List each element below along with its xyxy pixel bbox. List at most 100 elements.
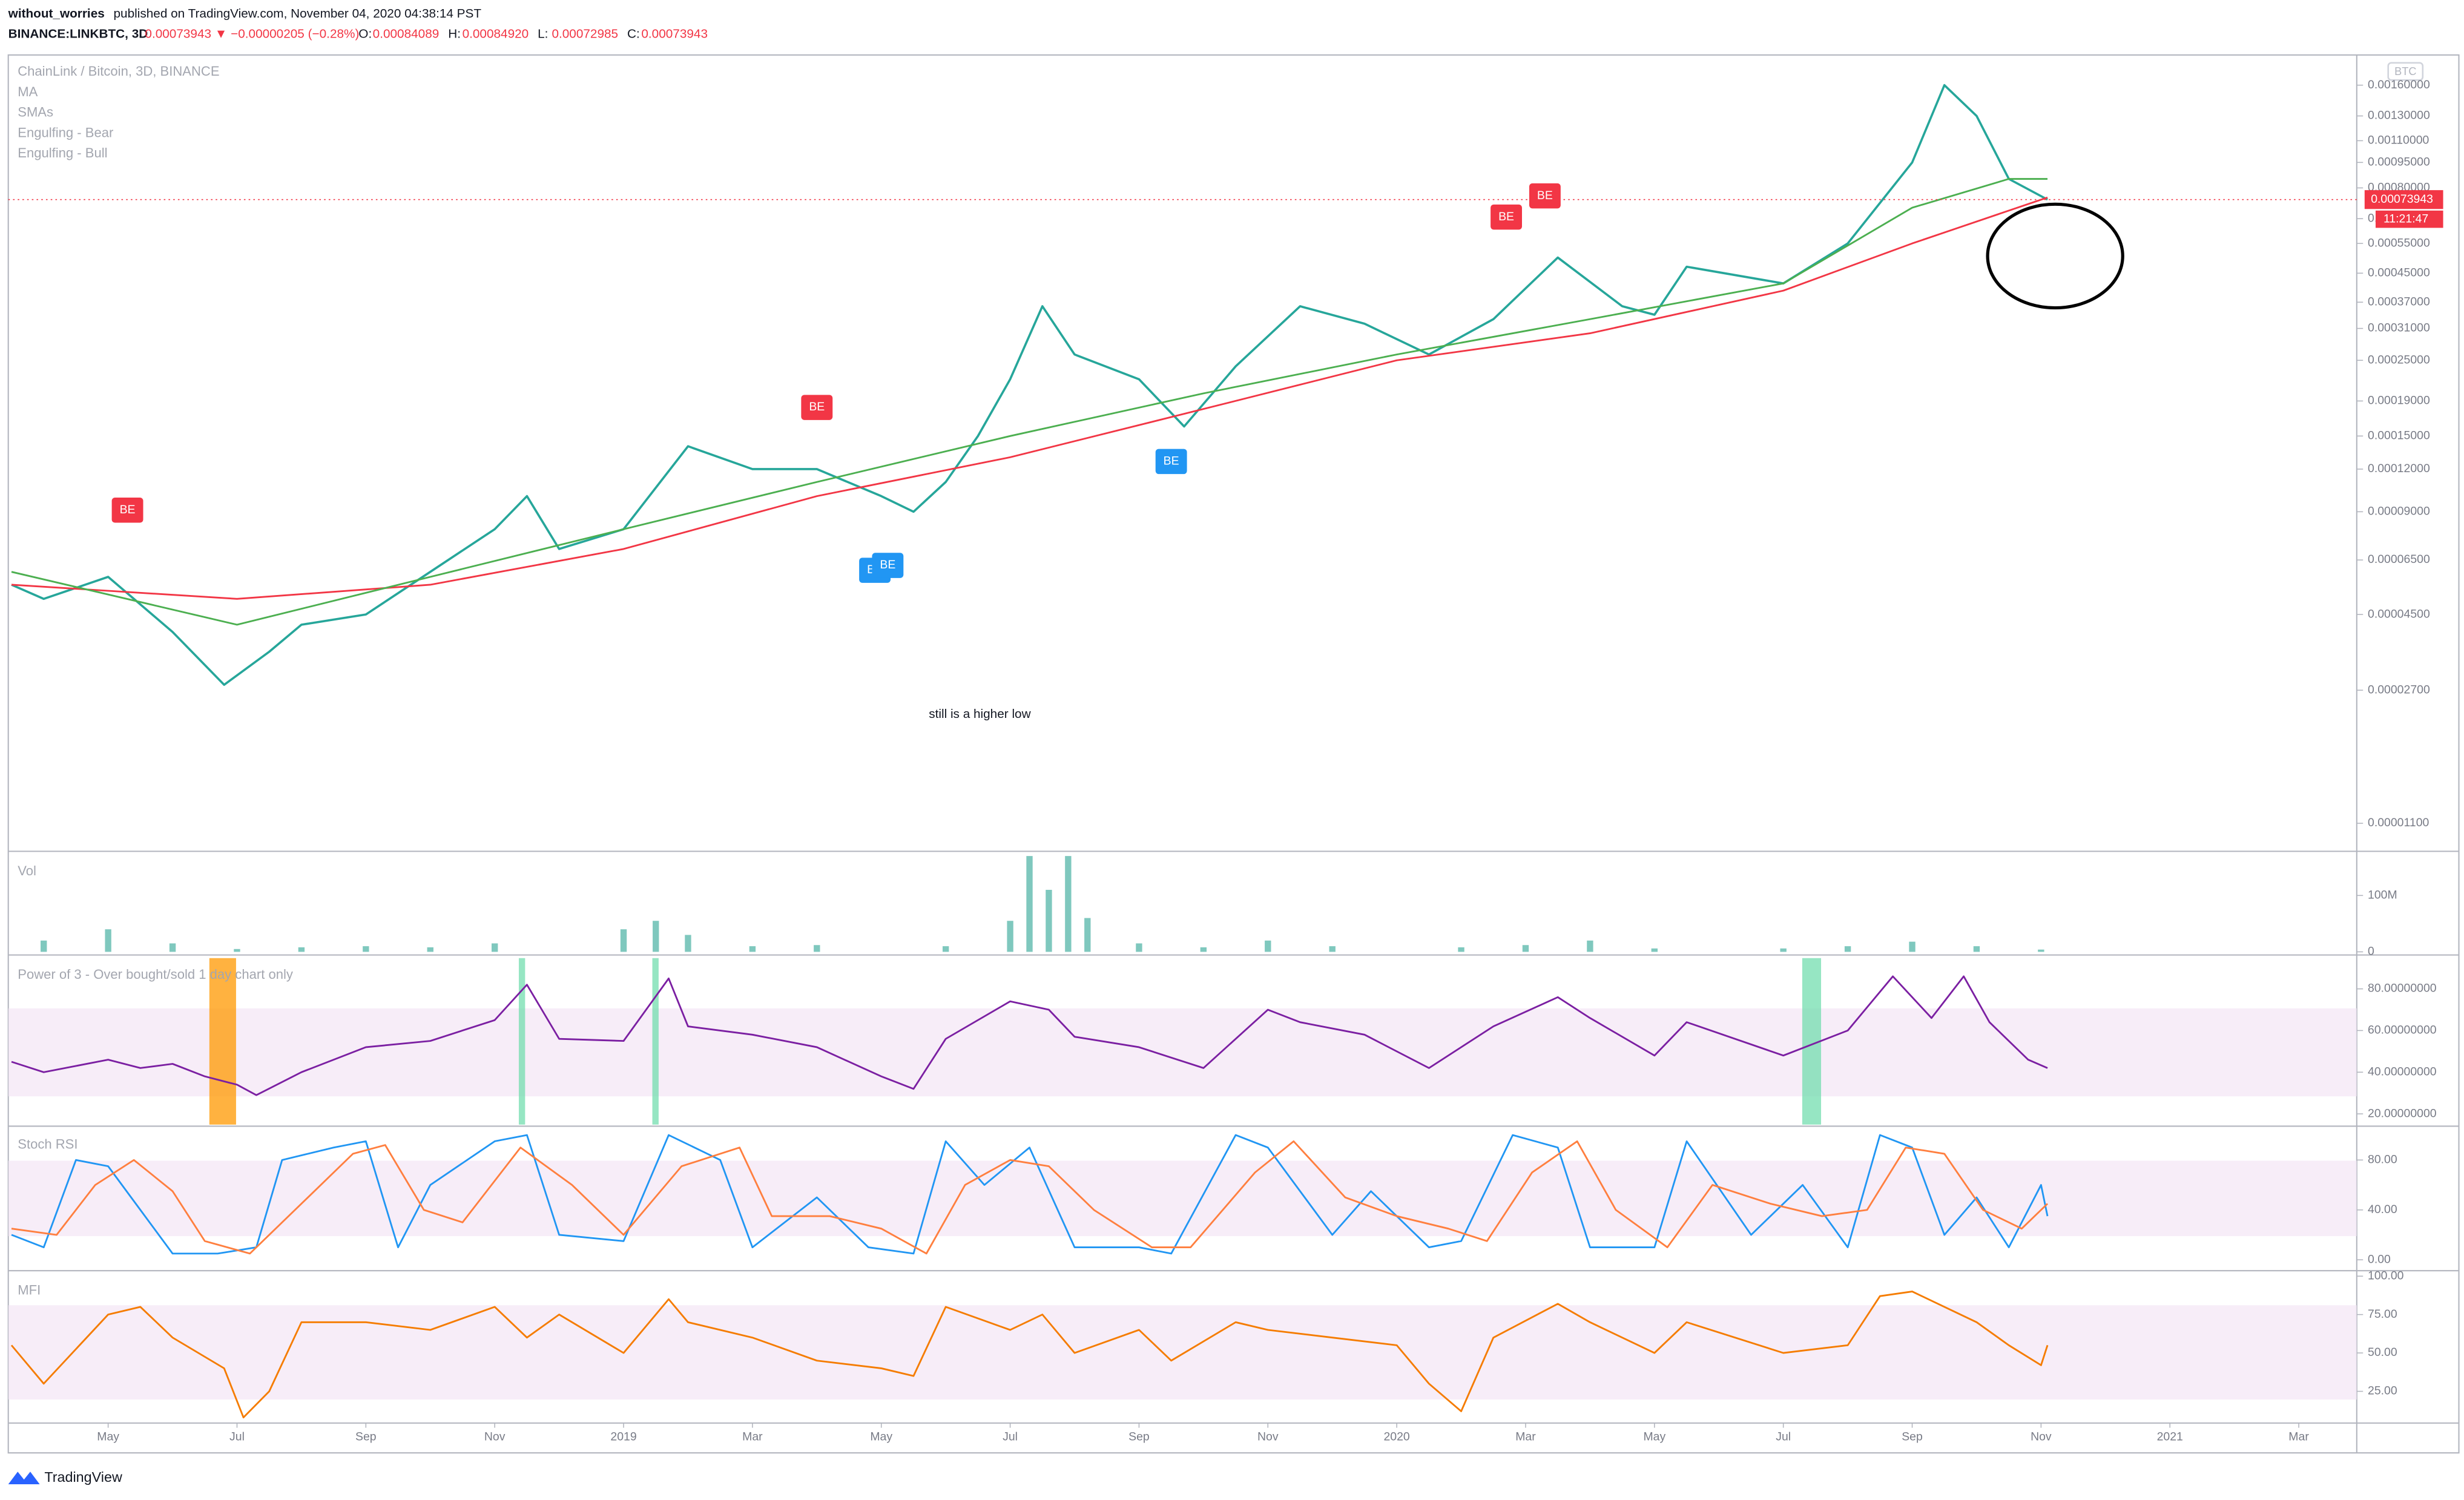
volume-bar	[2038, 949, 2044, 952]
y-tick-label: 0.00025000	[2368, 353, 2430, 366]
x-tick-label: Nov	[2031, 1430, 2052, 1443]
published: published on TradingView.com, November 0…	[114, 7, 482, 21]
ohlc-key: H:	[448, 27, 461, 41]
y-tick-label: 0.00	[2368, 1252, 2391, 1266]
band	[8, 1160, 2357, 1237]
unit-label: BTC	[2394, 65, 2416, 77]
y-tick-label: 0.00009000	[2368, 505, 2430, 518]
unit-box	[2387, 62, 2424, 81]
y-tick-label: 0.00095000	[2368, 155, 2430, 168]
x-tick-label: Jul	[229, 1430, 245, 1443]
volume-bar	[1587, 940, 1593, 952]
volume-bar	[491, 943, 498, 952]
x-tick-label: Mar	[742, 1430, 763, 1443]
y-tick-label: 100M	[2368, 888, 2397, 901]
countdown-box	[2375, 210, 2443, 228]
volume-bar	[427, 947, 433, 952]
x-tick-label: May	[1643, 1430, 1665, 1443]
volume-bar	[653, 921, 659, 952]
engulfing-marker	[1491, 204, 1522, 230]
volume-bar	[298, 947, 305, 952]
ohlc-value: 0.00084089	[373, 27, 440, 41]
volume-bar	[685, 935, 691, 952]
series-line	[11, 196, 2048, 600]
engulfing-marker	[801, 395, 833, 420]
y-tick-label: 80.00	[2368, 1153, 2397, 1166]
engulfing-label: BE	[809, 400, 825, 413]
symbol: BINANCE:LINKBTC, 3D	[8, 27, 148, 41]
volume-bar	[1651, 948, 1658, 952]
brand: TradingView	[44, 1469, 122, 1485]
x-tick-label: Nov	[1257, 1430, 1279, 1443]
volume-bar	[1973, 946, 1980, 952]
last-price-box	[2364, 190, 2443, 209]
pane-title: Power of 3 - Over bought/sold 1 day char…	[18, 967, 293, 982]
engulfing-label: BE	[1537, 189, 1553, 202]
y-tick-label: 0.00006500	[2368, 553, 2430, 566]
ohlc-value: 0.00073943	[641, 27, 708, 41]
overbought-highlight	[518, 958, 525, 1125]
last-price-label: 0.00073943	[2371, 192, 2433, 206]
y-tick-label: 80.00000000	[2368, 982, 2437, 995]
volume-bar	[749, 946, 756, 952]
x-tick-label: Jul	[1776, 1430, 1791, 1443]
x-tick-label: Sep	[1902, 1430, 1923, 1443]
y-tick-label: 40.00000000	[2368, 1065, 2437, 1078]
countdown: 11:21:47	[2383, 212, 2428, 225]
y-tick-label: 75.00	[2368, 1308, 2397, 1321]
frame	[7, 54, 2460, 1454]
volume-bar	[1458, 947, 1464, 952]
engulfing-label: BE	[1498, 210, 1514, 223]
drawn-circle	[1986, 202, 2124, 310]
series-line	[11, 975, 2048, 1096]
x-tick-label: 2020	[1383, 1430, 1409, 1443]
volume-bar	[41, 940, 47, 952]
oversold-highlight	[209, 958, 236, 1125]
x-tick-label: May	[870, 1430, 892, 1443]
y-tick-label: 0.00110000	[2368, 134, 2429, 147]
volume-bar	[1026, 856, 1033, 952]
y-tick-label: 25.00	[2368, 1384, 2397, 1398]
x-tick-label: Sep	[1128, 1430, 1150, 1443]
ohlc: O: 0.00084089 H: 0.00084920 L: 0.00072985 C: 0.…	[358, 27, 708, 41]
volume-bar	[1329, 946, 1336, 952]
y-tick-label: 100.00	[2368, 1269, 2404, 1282]
engulfing-label: BE	[880, 558, 895, 571]
volume-bar	[363, 946, 369, 952]
volume-bar	[169, 943, 176, 952]
volume-bar	[1065, 856, 1072, 952]
x-tick-label: May	[97, 1430, 119, 1443]
y-tick-label: 0.00055000	[2368, 236, 2430, 249]
y-tick-label: 60.00000000	[2368, 1024, 2437, 1037]
volume-bar	[1909, 941, 1916, 952]
y-tick-label: 0.00037000	[2368, 295, 2430, 308]
volume-bar	[1084, 918, 1091, 952]
publisher: without_worries	[8, 7, 105, 21]
band	[8, 1305, 2357, 1400]
y-tick-label: 0.00130000	[2368, 109, 2430, 122]
pane-title: Stoch RSI	[18, 1136, 77, 1151]
pane-title: MFI	[18, 1283, 41, 1298]
y-tick-label: 0.00001100	[2368, 816, 2429, 829]
volume-bar	[1265, 940, 1271, 952]
annotation: still is a higher low	[929, 707, 1031, 721]
volume-bar	[1844, 946, 1851, 952]
series-line	[11, 1140, 2049, 1255]
volume-bar	[1780, 948, 1787, 952]
volume-bar	[942, 946, 949, 952]
ohlc-key: L:	[538, 27, 548, 41]
series-line	[11, 178, 2048, 626]
volume-bar	[1046, 890, 1052, 952]
y-tick-label: 50.00	[2368, 1346, 2397, 1359]
y-tick-label: 0.00004500	[2368, 607, 2430, 620]
series-line	[11, 1134, 2049, 1255]
volume-bar	[1522, 945, 1529, 952]
y-tick-label: 0.00031000	[2368, 321, 2430, 335]
x-tick-label: Mar	[2288, 1430, 2309, 1443]
pane-title: Vol	[18, 863, 36, 878]
ohlc-value: 0.00072985	[552, 27, 618, 41]
